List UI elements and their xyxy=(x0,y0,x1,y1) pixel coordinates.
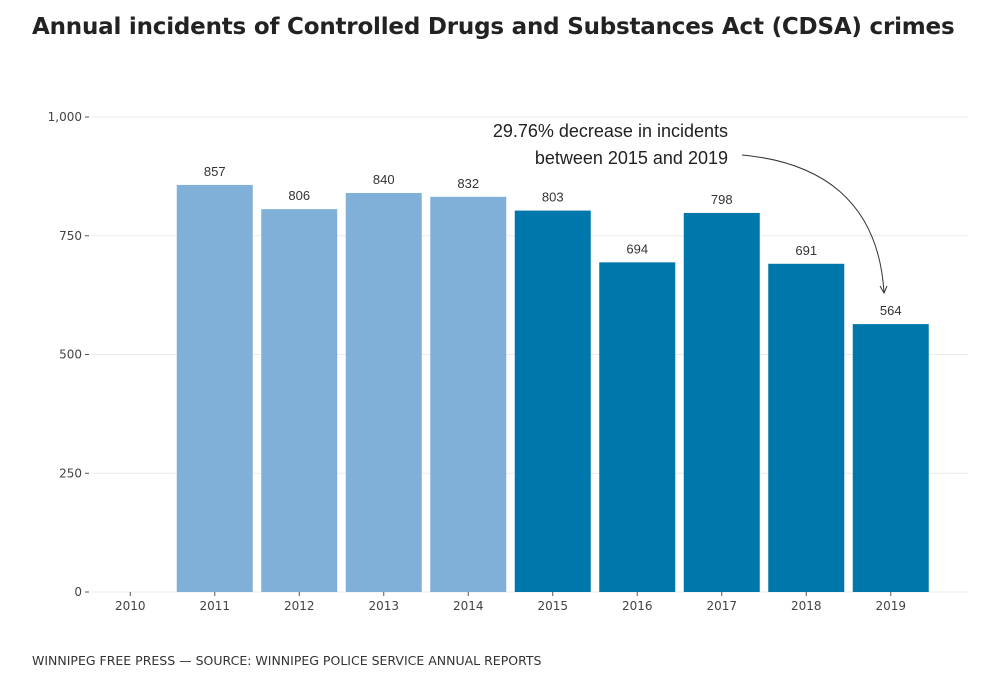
x-tick-label: 2019 xyxy=(875,599,906,613)
x-tick-label: 2010 xyxy=(115,599,146,613)
bar-2015 xyxy=(514,210,591,592)
data-label-2015: 803 xyxy=(542,190,564,205)
chart-title: Annual incidents of Controlled Drugs and… xyxy=(32,14,955,40)
data-label-2018: 691 xyxy=(795,243,817,258)
data-label-2011: 857 xyxy=(204,164,226,179)
x-tick-label: 2018 xyxy=(791,599,822,613)
y-tick-label: 750 xyxy=(59,229,82,243)
bar-2012 xyxy=(261,209,338,592)
data-label-2013: 840 xyxy=(373,172,395,187)
bar-2016 xyxy=(599,262,676,592)
arrow-head-icon xyxy=(879,285,888,295)
x-tick-label: 2015 xyxy=(537,599,568,613)
x-tick-label: 2012 xyxy=(284,599,315,613)
x-tick-label: 2011 xyxy=(199,599,230,613)
annotation-line-1: 29.76% decrease in incidents xyxy=(493,121,728,141)
bar-2018 xyxy=(768,263,845,592)
y-tick-label: 1,000 xyxy=(48,110,82,124)
annotation-line-2: between 2015 and 2019 xyxy=(535,148,728,168)
annotation-arrow xyxy=(741,154,885,293)
data-label-2017: 798 xyxy=(711,192,733,207)
x-tick-label: 2016 xyxy=(622,599,653,613)
bar-2014 xyxy=(430,196,507,593)
data-label-2016: 694 xyxy=(626,241,648,256)
source-footer: WINNIPEG FREE PRESS — SOURCE: WINNIPEG P… xyxy=(32,653,542,668)
bar-2019 xyxy=(852,324,929,592)
data-label-2014: 832 xyxy=(457,176,479,191)
y-tick-label: 500 xyxy=(59,348,82,362)
y-tick-label: 250 xyxy=(59,466,82,480)
x-tick-label: 2013 xyxy=(368,599,399,613)
x-tick-label: 2014 xyxy=(453,599,484,613)
bar-2011 xyxy=(176,184,253,593)
bar-2017 xyxy=(683,212,760,592)
y-tick-label: 0 xyxy=(74,585,82,599)
data-label-2019: 564 xyxy=(880,303,902,318)
x-tick-label: 2017 xyxy=(706,599,737,613)
data-label-2012: 806 xyxy=(288,188,310,203)
bar-2013 xyxy=(345,193,422,592)
